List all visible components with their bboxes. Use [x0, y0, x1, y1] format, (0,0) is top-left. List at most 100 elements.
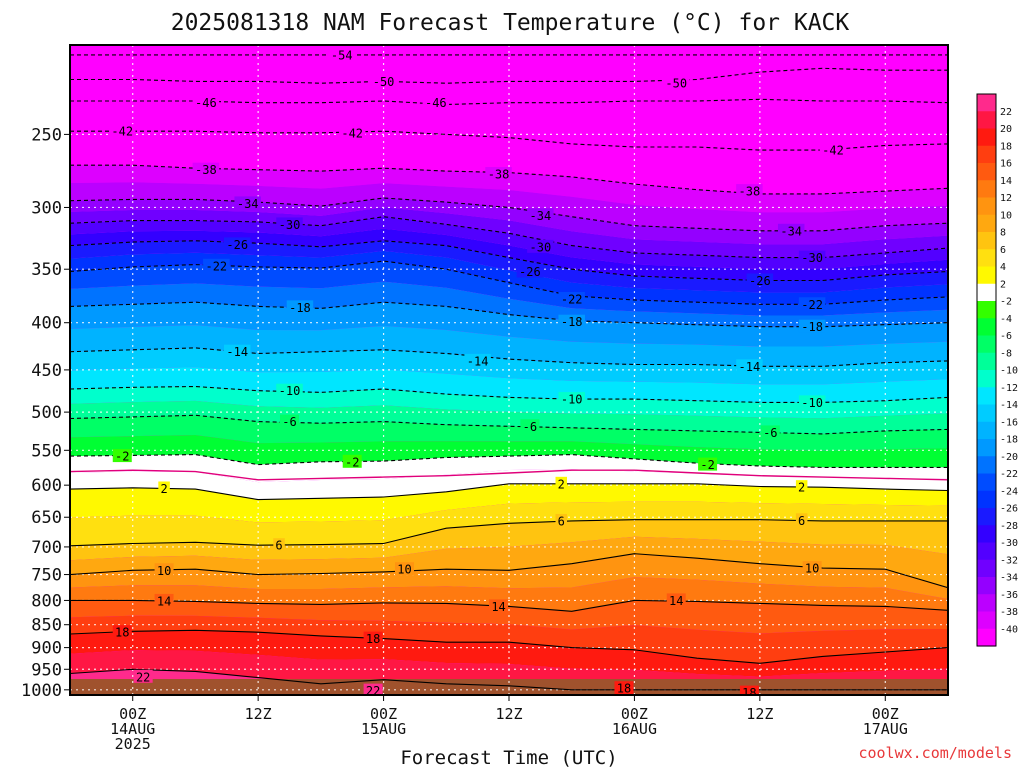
colorbar-swatch [977, 266, 996, 285]
temp-band [70, 553, 948, 599]
colorbar-label: -20 [1000, 452, 1018, 463]
temp-band [70, 347, 948, 385]
contour-label-bg [798, 250, 826, 264]
contour-labels: -54 -50 -50 -46 -46 -42 -42 -42 -38 -38 -38 -34 -34 -… [109, 47, 847, 700]
colorbar-swatch [977, 318, 996, 337]
contour-label: 2 [558, 477, 565, 491]
contour-label-bg [276, 383, 303, 397]
contour-label-bg [363, 631, 383, 645]
contour-label-bg [760, 425, 780, 439]
contour-label: -26 [226, 238, 248, 252]
contour-label: -14 [739, 360, 761, 374]
contour-label: -26 [519, 265, 541, 279]
y-tick-label: 450 [31, 361, 62, 381]
contour-label-bg [666, 593, 686, 607]
colorbar-swatch [977, 283, 996, 302]
contour-label: -18 [289, 301, 311, 315]
contour-label: -6 [763, 426, 777, 440]
contour-label-bg [192, 162, 220, 176]
isotherm--26 [70, 240, 948, 282]
colorbar-swatch [977, 352, 996, 371]
contour-label-bg [280, 414, 299, 428]
contour-label-bg [736, 184, 763, 198]
contour-label: 18 [115, 626, 129, 640]
contour-label: -14 [467, 354, 489, 368]
temp-band [70, 68, 948, 94]
contour-label: 14 [491, 600, 505, 614]
colorbar-label: 4 [1000, 262, 1006, 273]
contour-label: -22 [801, 298, 823, 312]
x-tick-label: 17AUG [863, 720, 908, 738]
isotherm-22 [70, 668, 948, 691]
colorbar-swatch [977, 542, 996, 561]
credit-link[interactable]: coolwx.com/models [858, 744, 1012, 762]
contour-label-bg [736, 359, 763, 373]
colorbar-swatch [977, 163, 996, 181]
contour-label: 18 [742, 686, 756, 700]
contour-label-bg [133, 669, 153, 683]
contour-label-bg [273, 538, 285, 552]
contour-label: -14 [226, 345, 248, 359]
contour-label: -2 [700, 458, 714, 472]
contour-label-bg [158, 481, 170, 495]
colorbar-label: 2 [1000, 279, 1006, 290]
colorbar-label: -24 [1000, 486, 1018, 497]
contour-label: -38 [195, 163, 217, 177]
contour-label: -22 [561, 292, 583, 306]
contour-label: -38 [488, 168, 510, 182]
colorbar-swatch [977, 628, 996, 647]
colorbar-frame [976, 93, 997, 647]
temp-band [70, 54, 948, 69]
contour-label: -2 [345, 455, 359, 469]
colorbar-label: -30 [1000, 538, 1018, 549]
contour-label-bg [819, 143, 847, 157]
contour-label: -34 [530, 209, 552, 223]
contour-label: -42 [822, 144, 844, 158]
contour-label-bg [516, 264, 544, 278]
y-tick-label: 750 [31, 566, 62, 586]
contour-label: 14 [157, 594, 171, 608]
contour-label: 6 [275, 539, 282, 553]
colorbar-swatch [977, 370, 996, 388]
temp-band [70, 61, 948, 84]
colorbar-swatch [977, 559, 996, 578]
colorbar-swatch [977, 439, 996, 457]
contour-label: -6 [282, 415, 296, 429]
x-tick-label: 14AUG [110, 720, 155, 738]
contour-label: -46 [425, 96, 447, 110]
contour-label-bg [422, 95, 450, 109]
colorbar-swatch [977, 111, 996, 130]
contour-label: 10 [397, 563, 411, 577]
contour-label: -26 [749, 274, 771, 288]
contour-label: -42 [341, 126, 363, 140]
contour-label: 22 [136, 670, 150, 684]
y-tick-label: 900 [31, 639, 62, 659]
colorbar-label: 20 [1000, 124, 1012, 135]
temp-band [70, 469, 948, 500]
y-tick-label: 700 [31, 538, 62, 558]
contour-label-bg [485, 167, 512, 181]
contour-label-bg [276, 217, 303, 231]
isotherm-10 [70, 553, 948, 589]
colorbar-swatch [977, 421, 996, 440]
contour-label-bg [739, 685, 759, 695]
y-tick-label: 800 [31, 591, 62, 611]
colorbar-swatch [977, 525, 996, 544]
contour-label-bg [464, 353, 491, 367]
contour-label-bg [370, 74, 397, 88]
contour-label: 10 [805, 562, 819, 576]
colorbar-label: -8 [1000, 348, 1012, 359]
contour-label: 2 [798, 481, 805, 495]
y-tick-label: 950 [31, 660, 62, 680]
y-tick-label: 350 [31, 260, 62, 280]
contour-label-bg [489, 599, 509, 613]
colorbar-swatch [977, 490, 996, 509]
contour-label: 6 [798, 514, 805, 528]
contour-label-bg [798, 319, 826, 333]
colorbar-swatch [977, 473, 996, 492]
temp-band [70, 367, 948, 403]
contour-label-bg [328, 47, 356, 61]
temp-band [70, 228, 948, 281]
colorbar-swatch [977, 128, 996, 147]
